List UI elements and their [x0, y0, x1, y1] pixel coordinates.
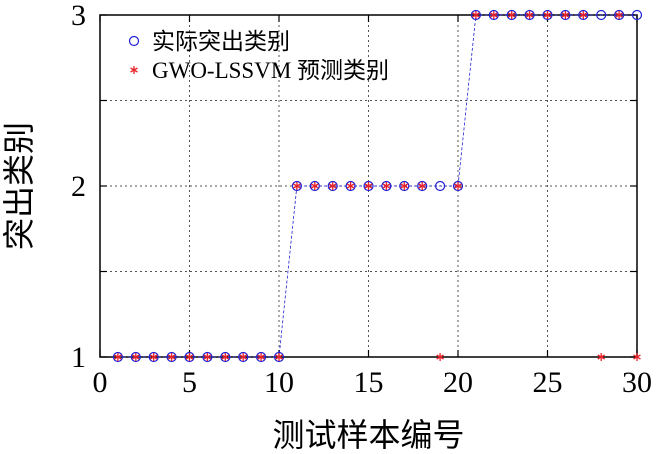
legend-label-1: 实际突出类别	[152, 29, 290, 54]
point-actual	[220, 351, 231, 363]
point-actual	[578, 9, 589, 21]
point-predicted	[293, 182, 301, 190]
point-actual	[166, 351, 177, 363]
point-actual	[202, 351, 213, 363]
point-actual	[596, 9, 607, 21]
point-predicted	[633, 353, 641, 361]
legend: 实际突出类别 GWO-LSSVM 预测类别	[128, 29, 389, 83]
series-1	[112, 9, 643, 363]
point-predicted	[239, 353, 247, 361]
point-actual	[238, 351, 249, 363]
x-tick-label: 30	[622, 366, 652, 399]
series-layer	[112, 9, 643, 363]
point-predicted	[364, 182, 373, 190]
point-predicted	[490, 11, 498, 19]
point-predicted	[579, 11, 588, 19]
series-line	[117, 14, 637, 358]
point-actual	[613, 9, 625, 21]
point-actual	[488, 9, 499, 21]
point-predicted	[400, 182, 409, 190]
point-actual	[327, 180, 338, 192]
point-actual	[273, 351, 285, 363]
series-2	[114, 11, 641, 361]
point-actual	[363, 180, 374, 192]
x-tick-label: 5	[182, 366, 197, 399]
point-predicted	[454, 182, 462, 190]
point-actual	[452, 180, 464, 192]
point-actual	[148, 351, 159, 363]
point-predicted	[185, 353, 194, 361]
point-actual	[381, 180, 392, 192]
point-predicted	[203, 353, 212, 361]
y-tick-label: 1	[71, 341, 86, 374]
x-tick-label: 25	[533, 366, 563, 399]
y-tick-label: 3	[71, 0, 86, 32]
point-predicted	[132, 353, 140, 361]
point-actual	[184, 351, 195, 363]
point-predicted	[615, 11, 623, 19]
point-predicted	[221, 353, 230, 361]
point-predicted	[561, 11, 570, 19]
y-axis-label: 突出类别	[0, 122, 38, 250]
point-actual	[291, 180, 302, 192]
point-predicted	[114, 353, 122, 361]
point-actual	[435, 180, 446, 192]
point-predicted	[525, 11, 534, 19]
point-predicted	[472, 11, 480, 19]
point-actual	[631, 9, 643, 21]
x-tick-label: 0	[93, 366, 108, 399]
point-predicted	[597, 353, 605, 361]
point-predicted	[543, 11, 552, 19]
point-actual	[256, 351, 267, 363]
x-tick-label: 20	[443, 366, 473, 399]
point-predicted	[436, 353, 444, 361]
point-predicted	[257, 353, 265, 361]
legend-marker-2	[130, 66, 138, 74]
point-actual	[560, 9, 571, 21]
point-actual	[506, 9, 517, 21]
x-tick-label: 10	[264, 366, 294, 399]
x-axis-label: 测试样本编号	[272, 416, 464, 454]
ticks: 0 5 10 15 20 25 30 1 2 3	[71, 0, 652, 399]
legend-label-2: GWO-LSSVM 预测类别	[152, 58, 389, 83]
point-predicted	[382, 182, 391, 190]
point-actual	[542, 9, 553, 21]
legend-marker-1	[128, 35, 140, 47]
point-actual	[470, 9, 481, 21]
point-predicted	[167, 353, 176, 361]
point-actual	[309, 180, 320, 192]
point-predicted	[346, 182, 355, 190]
point-predicted	[311, 182, 319, 190]
point-actual	[417, 180, 428, 192]
point-predicted	[418, 182, 426, 190]
point-predicted	[149, 353, 158, 361]
point-actual	[130, 351, 141, 363]
y-tick-label: 2	[71, 170, 86, 203]
point-actual	[345, 180, 356, 192]
point-actual	[399, 180, 410, 192]
point-actual	[524, 9, 535, 21]
point-predicted	[507, 11, 516, 19]
point-actual	[112, 351, 124, 363]
point-predicted	[328, 182, 337, 190]
x-tick-label: 15	[354, 366, 384, 399]
point-predicted	[275, 353, 283, 361]
